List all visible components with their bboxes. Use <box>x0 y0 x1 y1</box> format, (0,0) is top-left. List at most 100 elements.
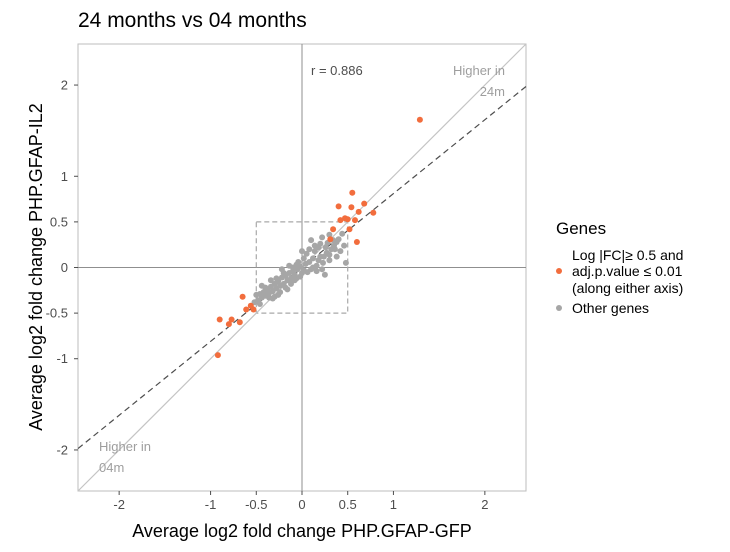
y-axis-ticks: -2 -1 -0.5 0 0.5 1 2 <box>46 78 78 457</box>
legend: Genes Log |FC|≥ 0.5 and adj.p.value ≤ 0.… <box>556 219 683 316</box>
legend-title: Genes <box>556 219 606 238</box>
significant-point <box>214 352 221 359</box>
other-gene-point <box>286 262 293 269</box>
plot-panel: r = 0.886 Higher in 24m Higher in 04m <box>77 43 527 492</box>
other-gene-point <box>311 248 318 255</box>
other-gene-point <box>333 239 340 245</box>
other-gene-point <box>291 277 298 284</box>
x-tick-label: -1 <box>205 497 217 512</box>
x-tick-label: 0.5 <box>339 497 357 512</box>
significant-point <box>352 217 358 224</box>
other-gene-point <box>331 246 338 253</box>
other-gene-point <box>302 260 309 267</box>
other-gene-point <box>278 274 285 281</box>
other-gene-point <box>306 246 313 253</box>
x-tick-label: 2 <box>481 497 488 512</box>
significant-point <box>236 319 243 326</box>
other-gene-point <box>315 257 322 264</box>
other-gene-point <box>251 299 258 306</box>
other-gene-point <box>303 250 310 257</box>
other-gene-point <box>337 248 344 255</box>
other-gene-point <box>304 269 311 276</box>
legend-significant-line2: adj.p.value ≤ 0.01 <box>572 263 683 279</box>
other-gene-point <box>295 259 302 265</box>
other-gene-point <box>322 244 329 251</box>
y-tick-label: -1 <box>56 351 68 366</box>
other-gene-point <box>326 231 333 238</box>
other-gene-point <box>339 230 346 237</box>
significant-point <box>216 316 223 323</box>
other-gene-point <box>319 266 326 273</box>
other-gene-point <box>317 240 324 247</box>
other-gene-point <box>342 259 349 266</box>
y-tick-label: 1 <box>61 169 68 184</box>
y-tick-label: 2 <box>61 78 68 93</box>
other-gene-point <box>310 255 316 262</box>
y-axis-label: Average log2 fold change PHP.GFAP-IL2 <box>26 103 46 431</box>
correlation-annotation: r = 0.886 <box>311 63 363 78</box>
other-gene-point <box>319 234 326 241</box>
threshold-box <box>255 221 349 314</box>
other-gene-point <box>269 295 276 302</box>
higher-04m-line2: 04m <box>99 460 124 475</box>
other-gene-point <box>320 259 326 266</box>
significant-point <box>337 217 344 224</box>
other-gene-point <box>297 273 304 280</box>
significant-point <box>335 203 342 210</box>
significant-point <box>346 226 353 233</box>
other-gene-point <box>299 248 305 255</box>
other-gene-point <box>333 253 340 260</box>
other-gene-point <box>308 237 315 244</box>
legend-significant-line3: (along either axis) <box>572 280 683 296</box>
y-tick-label: 0 <box>61 260 68 275</box>
significant-point <box>250 306 257 313</box>
significant-point <box>353 239 360 245</box>
y-tick-label: -2 <box>56 442 68 457</box>
significant-point <box>416 116 423 123</box>
y-tick-label: 0.5 <box>50 214 68 229</box>
other-gene-point <box>256 301 263 307</box>
x-axis-label: Average log2 fold change PHP.GFAP-GFP <box>132 521 472 541</box>
other-gene-point <box>321 271 328 278</box>
other-gene-point <box>294 266 301 273</box>
other-gene-point <box>253 291 260 298</box>
other-gene-point <box>326 251 333 258</box>
other-gene-point <box>278 266 285 273</box>
chart-title: 24 months vs 04 months <box>78 9 307 32</box>
legend-significant-line1: Log |FC|≥ 0.5 and <box>572 247 683 263</box>
higher-24m-line1: Higher in <box>453 63 505 78</box>
other-gene-point <box>320 253 327 260</box>
significant-point <box>355 208 362 215</box>
x-tick-label: -0.5 <box>245 497 267 512</box>
significant-point <box>239 293 246 300</box>
significant-point <box>327 236 334 243</box>
significant-point <box>348 204 355 211</box>
y-tick-label: -0.5 <box>46 306 68 321</box>
x-tick-label: -2 <box>113 497 125 512</box>
legend-other-line1: Other genes <box>572 300 649 316</box>
other-gene-point <box>258 282 265 289</box>
other-gene-point <box>311 242 318 249</box>
other-gene-point <box>300 255 307 262</box>
x-tick-label: 0 <box>298 497 305 512</box>
other-gene-point <box>284 286 291 293</box>
significant-point <box>361 200 368 207</box>
x-axis-ticks: -2 -1 -0.5 0 0.5 1 2 <box>113 491 488 512</box>
other-gene-point <box>341 242 348 249</box>
other-gene-point <box>267 277 274 284</box>
significant-point <box>349 189 356 196</box>
higher-24m-line2: 24m <box>480 84 505 99</box>
significant-point <box>243 306 250 313</box>
significant-point <box>225 321 232 328</box>
other-gene-point <box>326 257 333 264</box>
legend-other-swatch <box>556 305 562 311</box>
higher-04m-line1: Higher in <box>99 439 151 454</box>
other-gene-point <box>275 291 282 298</box>
other-gene-point <box>313 268 320 275</box>
significant-point <box>330 226 337 233</box>
legend-significant-swatch <box>556 268 562 274</box>
significant-point <box>228 316 235 323</box>
significant-point <box>370 209 377 216</box>
other-gene-point <box>273 275 280 282</box>
